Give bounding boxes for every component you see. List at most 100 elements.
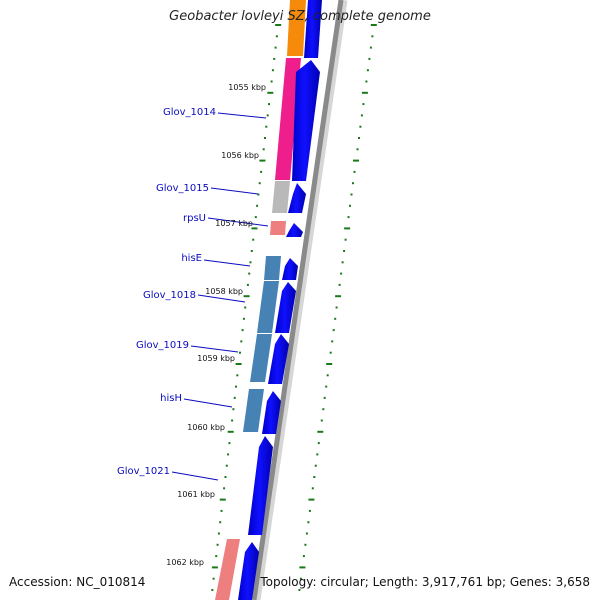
ruler-dot: [233, 396, 236, 399]
ruler-dot: [311, 487, 314, 490]
ruler-dot: [308, 509, 311, 512]
ruler-major-tick: [370, 24, 377, 26]
ruler-dot: [249, 261, 252, 264]
orf-arrow: [288, 183, 306, 213]
ruler-dot: [358, 137, 360, 139]
ruler-dot: [365, 80, 368, 83]
ruler-major-tick: [344, 227, 351, 230]
gene-label-hise: hisE: [181, 253, 202, 264]
ruler-dot: [304, 543, 307, 546]
gene-red-bottom-bar: [215, 539, 240, 600]
kbp-label: 1062 kbp: [166, 558, 204, 567]
ruler-dot: [215, 555, 218, 558]
ruler-dot: [307, 521, 310, 524]
genome-summary-text: Topology: circular; Length: 3,917,761 bp…: [260, 575, 590, 589]
orf-arrow: [282, 258, 298, 280]
ruler-dot: [362, 103, 365, 106]
ruler-dot: [254, 216, 257, 219]
ruler-dot: [275, 35, 278, 38]
leader-line: [183, 398, 233, 408]
gene-label-hish: hisH: [160, 393, 182, 404]
gene-label-glov-1018: Glov_1018: [143, 290, 196, 301]
kbp-label: 1060 kbp: [187, 423, 225, 432]
ruler-dot: [302, 555, 305, 558]
ruler-dot: [343, 250, 346, 252]
ruler-major-tick: [243, 295, 250, 298]
ruler-dot: [264, 137, 266, 139]
ruler-dot: [235, 385, 237, 388]
orf-arrow: [262, 391, 281, 434]
ruler-dot: [262, 148, 265, 151]
leader-line: [210, 187, 259, 195]
leader-line: [207, 217, 269, 227]
ruler-dot: [299, 577, 302, 580]
orf-lane: [238, 0, 322, 600]
ruler-dot: [274, 46, 277, 49]
ruler-dot: [335, 306, 338, 309]
gene-label-glov-1019: Glov_1019: [136, 340, 189, 351]
ruler-major-tick: [335, 295, 342, 298]
ruler-dot: [256, 204, 259, 207]
ruler-major-tick: [275, 24, 282, 26]
kbp-label: 1055 kbp: [228, 83, 266, 92]
ruler-dots-left: [211, 24, 282, 591]
ruler-dot: [250, 250, 253, 252]
orf-arrow: [268, 334, 289, 384]
orf-arrow: [275, 282, 296, 333]
leader-line: [190, 345, 239, 353]
ruler-major-tick: [227, 430, 234, 433]
kbp-label: 1056 kbp: [221, 151, 259, 160]
ruler-dot: [347, 216, 350, 219]
ruler-dot: [316, 453, 319, 456]
ruler-dot: [326, 374, 329, 377]
ruler-dot: [260, 170, 263, 173]
gene-hise-bar: [264, 256, 281, 280]
ruler-dot: [268, 103, 270, 106]
ruler-dot: [211, 589, 214, 591]
ruler-dot: [224, 476, 227, 478]
ruler-dot: [371, 35, 374, 38]
kbp-label: 1058 kbp: [205, 287, 243, 296]
ruler-dot: [227, 453, 230, 456]
ruler-major-tick: [361, 91, 368, 94]
ruler-major-tick: [308, 498, 315, 501]
ruler-dot: [231, 419, 234, 422]
leader-line: [217, 112, 267, 119]
ruler-dot: [298, 589, 301, 591]
ruler-dot: [257, 193, 260, 196]
gene-rpsu-bar: [270, 221, 286, 235]
ruler-dot: [360, 114, 363, 117]
gene-label-rpsu: rpsU: [183, 213, 206, 224]
ruler-dot: [232, 408, 235, 411]
ruler-dots-right: [298, 24, 377, 591]
orf-arrow: [286, 223, 303, 237]
ruler-dot: [212, 577, 215, 580]
ruler-dot: [266, 114, 269, 117]
ruler-dot: [331, 340, 334, 343]
ruler-dot: [225, 464, 228, 467]
ruler-major-tick: [251, 227, 258, 230]
ruler-major-tick: [211, 566, 218, 569]
ruler-dot: [246, 283, 249, 286]
ruler-dot: [305, 532, 308, 535]
kbp-ruler: 1055 kbp 1056 kbp 1057 kbp 1058 kbp 1059…: [166, 83, 266, 567]
ruler-dot: [252, 238, 255, 241]
ruler-dot: [353, 170, 356, 173]
ruler-dot: [334, 317, 337, 320]
ruler-major-tick: [317, 430, 324, 433]
ruler-dot: [270, 80, 273, 83]
ruler-dot: [271, 69, 274, 72]
ruler-dot: [314, 464, 317, 467]
ruler-major-tick: [353, 159, 359, 162]
orf-arrow: [292, 60, 320, 181]
ruler-dot: [313, 476, 316, 478]
gene-glov-1018-bar: [257, 281, 279, 333]
accession-text: Accession: NC_010814: [9, 575, 146, 589]
ruler-dot: [242, 317, 245, 320]
ruler-dot: [341, 261, 344, 264]
ruler-dot: [241, 329, 244, 332]
gene-label-glov-1015: Glov_1015: [156, 183, 209, 194]
ruler-dot: [329, 351, 332, 354]
ruler-dot: [236, 374, 239, 377]
